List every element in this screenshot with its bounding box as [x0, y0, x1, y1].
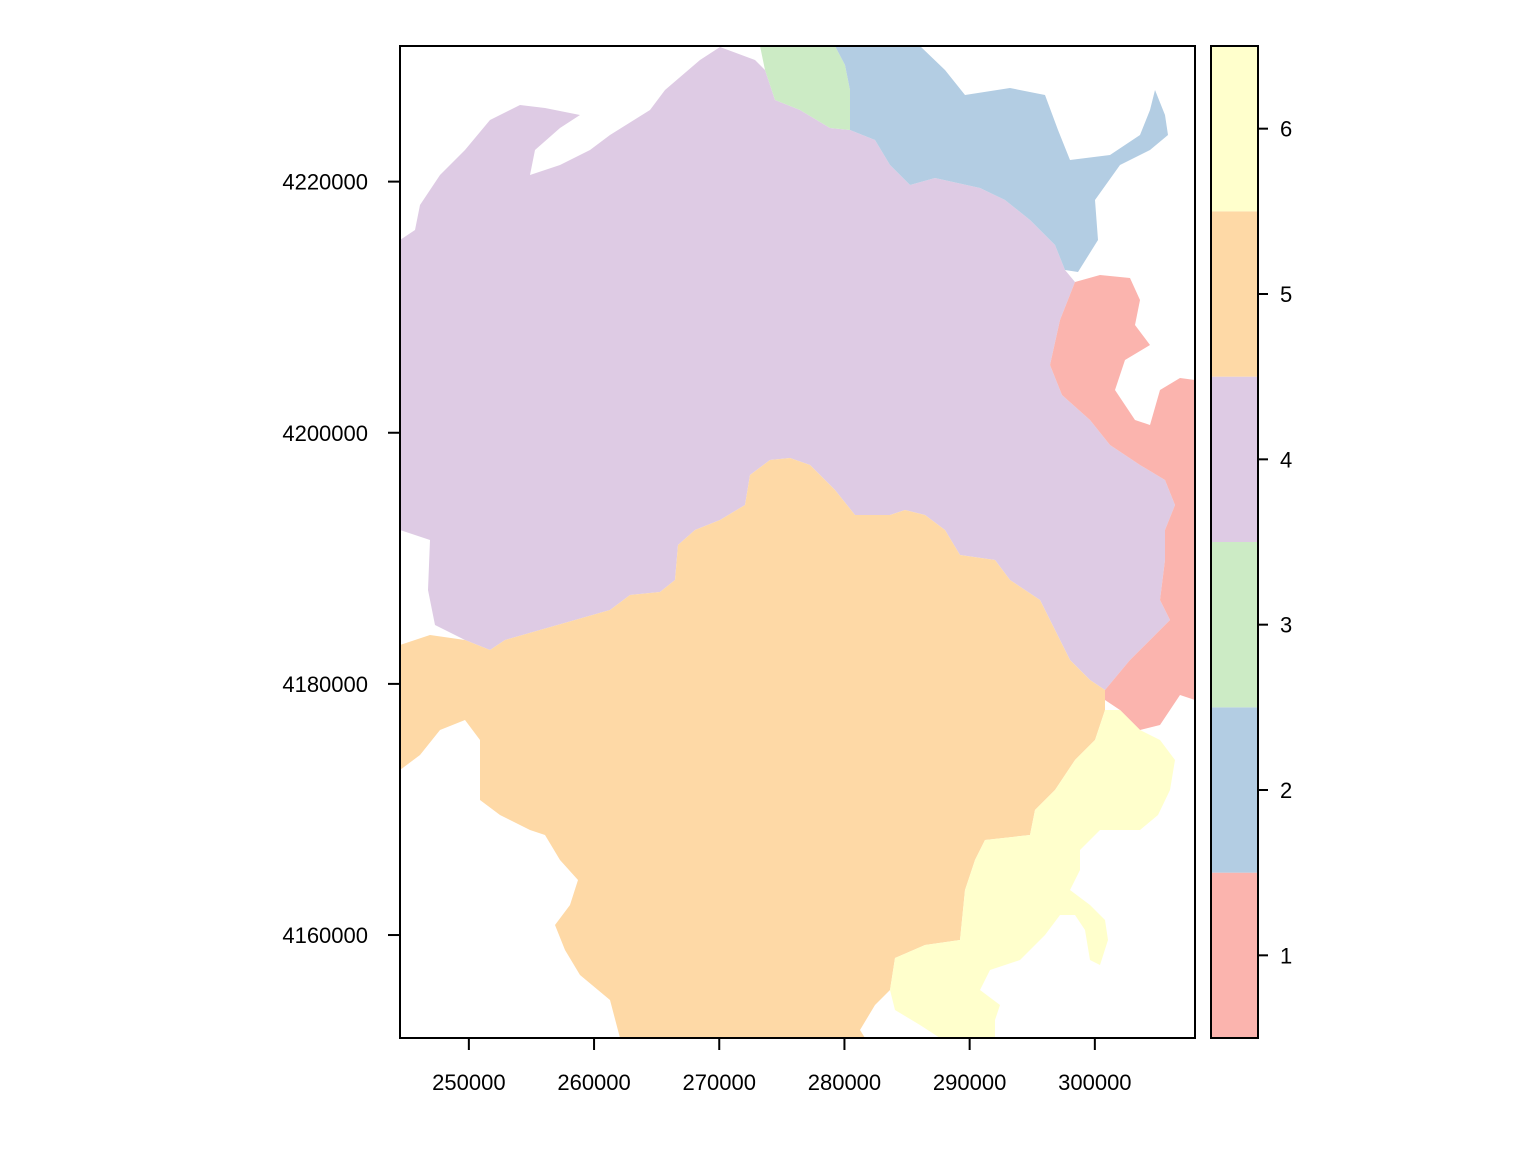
x-tick-label: 280000: [808, 1070, 881, 1095]
region-6: [890, 710, 1175, 1038]
legend-frame: [1210, 45, 1259, 1039]
x-axis: 250000 260000 270000 280000 290000 300000: [432, 1038, 1132, 1095]
region-4: [400, 47, 1175, 690]
x-tick-label: 290000: [933, 1070, 1006, 1095]
map-plot-area: [400, 46, 1195, 1038]
region-2: [835, 46, 1168, 272]
x-tick-label: 250000: [432, 1070, 505, 1095]
region-5: [400, 458, 1105, 1038]
legend-label: 1: [1280, 943, 1292, 968]
legend-label: 4: [1280, 447, 1292, 472]
legend-swatch: [1211, 707, 1258, 873]
legend-colorbar: 1 2 3 4 5 6: [1210, 45, 1292, 1039]
legend-swatch: [1211, 46, 1258, 212]
legend-label: 2: [1280, 778, 1292, 803]
region-1: [1050, 275, 1195, 730]
legend-swatch: [1211, 376, 1258, 542]
legend-label: 3: [1280, 613, 1292, 638]
x-tick-label: 300000: [1058, 1070, 1131, 1095]
legend-label: 5: [1280, 282, 1292, 307]
y-tick-label: 4160000: [282, 923, 368, 948]
x-tick-label: 260000: [557, 1070, 630, 1095]
plot-frame: [399, 45, 1196, 1039]
x-tick-label: 270000: [683, 1070, 756, 1095]
legend-swatch: [1211, 872, 1258, 1038]
y-tick-label: 4200000: [282, 421, 368, 446]
legend-swatch: [1211, 211, 1258, 377]
y-axis: 4220000 4200000 4180000 4160000: [282, 170, 400, 948]
legend-swatch: [1211, 542, 1258, 708]
y-tick-label: 4180000: [282, 672, 368, 697]
legend-label: 6: [1280, 117, 1292, 142]
region-3: [760, 46, 850, 130]
y-tick-label: 4220000: [282, 170, 368, 195]
